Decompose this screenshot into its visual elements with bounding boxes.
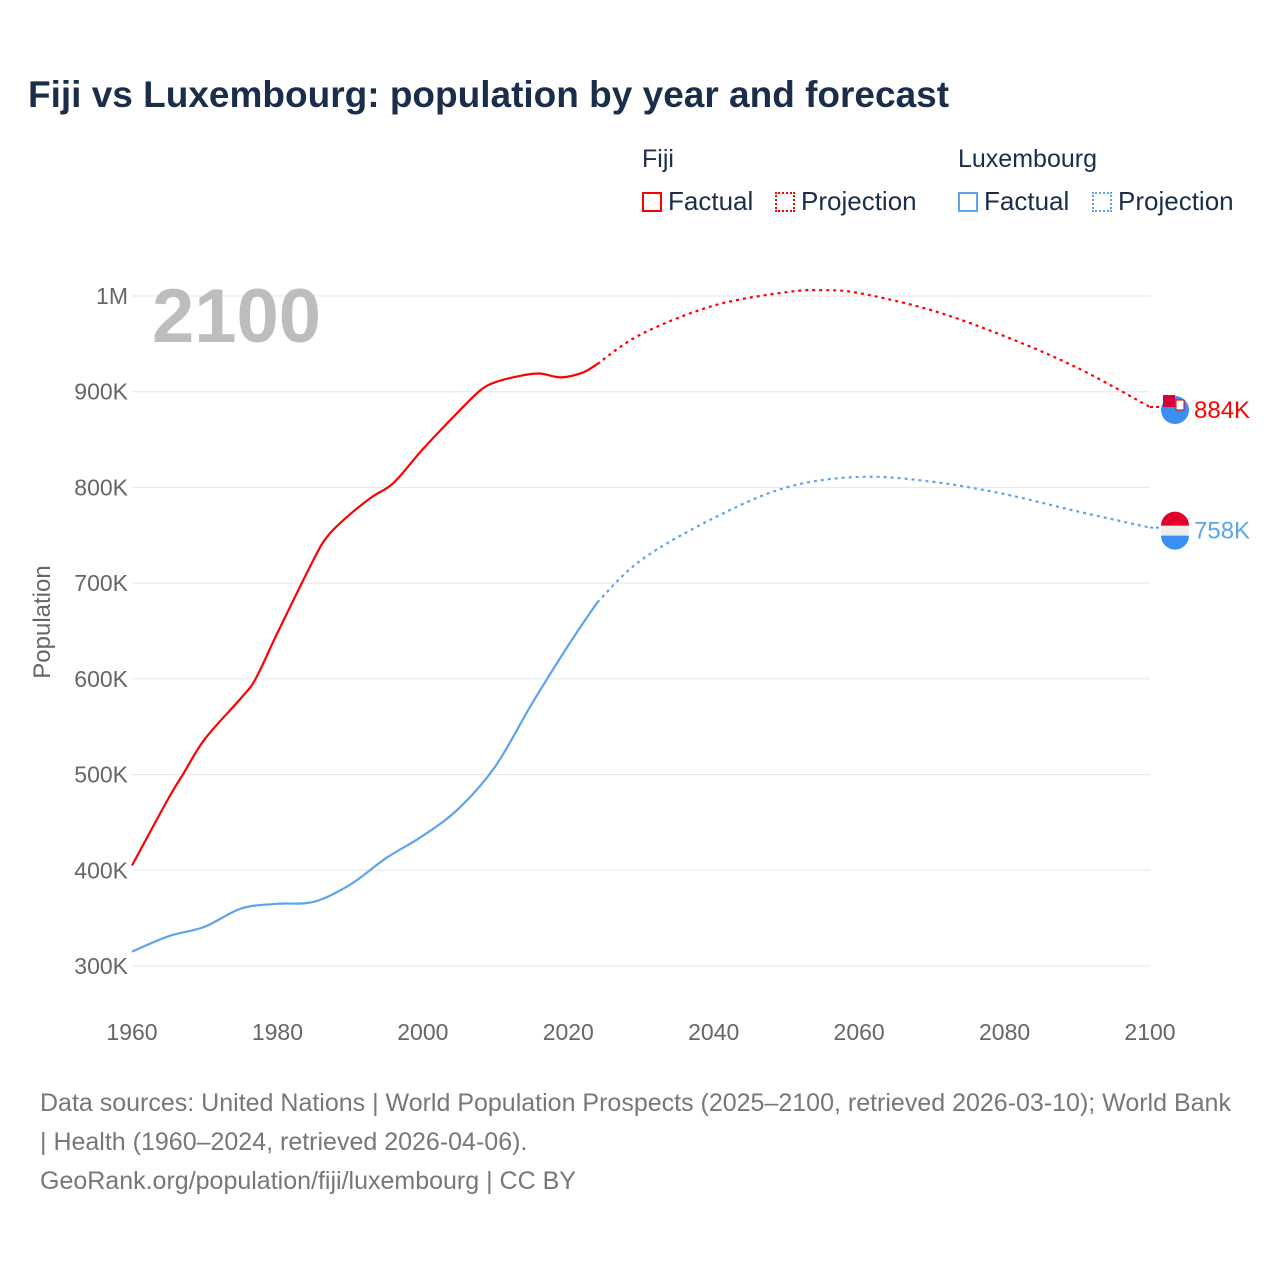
x-tick-label: 2100: [1124, 1019, 1175, 1045]
luxembourg-flag-blue: [1161, 535, 1189, 550]
y-tick-label: 700K: [74, 570, 128, 596]
legend-swatch: [958, 191, 978, 212]
x-tick-label: 2080: [979, 1019, 1030, 1045]
plot-area: 300K 400K 500K 600K 700K 800K 900K 1M 1960 1980 20…: [29, 274, 1250, 1045]
y-tick-label: 500K: [74, 762, 128, 788]
luxembourg-factual-line: [131, 601, 599, 953]
legend-fiji-projection[interactable]: Projection: [775, 186, 917, 217]
legend-label: Projection: [801, 186, 917, 216]
y-tick-label: 600K: [74, 666, 128, 692]
legend-luxembourg-projection[interactable]: Projection: [1092, 186, 1234, 217]
x-tick-label: 2020: [543, 1019, 594, 1045]
chart-title: Fiji vs Luxembourg: population by year a…: [28, 74, 950, 115]
y-tick-label: 300K: [74, 953, 128, 979]
legend-swatch: [775, 191, 795, 212]
end-value-label: 758K: [1194, 518, 1250, 545]
legend-label: Factual: [668, 186, 754, 216]
legend-label: Projection: [1118, 186, 1234, 216]
x-tick-label: 1980: [252, 1019, 303, 1045]
y-tick-label: 800K: [74, 474, 128, 500]
legend-label: Factual: [984, 186, 1070, 216]
legend-group-fiji: Fiji: [642, 145, 674, 173]
fiji-flag-shield: [1175, 399, 1185, 411]
legend-group-luxembourg: Luxembourg: [958, 145, 1097, 173]
end-value-label: 884K: [1194, 397, 1250, 424]
x-tick-label: 2040: [688, 1019, 739, 1045]
fiji-factual-line: [131, 363, 598, 867]
y-tick-label: 1M: [96, 283, 128, 309]
x-tick-label: 2000: [397, 1019, 448, 1045]
footer-link[interactable]: GeoRank.org/population/fiji/luxembourg |…: [40, 1167, 576, 1195]
y-tick-label: 900K: [74, 379, 128, 405]
legend-swatch: [1092, 191, 1112, 212]
y-axis-title: Population: [29, 565, 56, 678]
luxembourg-flag-red: [1161, 511, 1189, 526]
y-tick-label: 400K: [74, 857, 128, 883]
x-tick-label: 2060: [834, 1019, 885, 1045]
current-year-label: 2100: [152, 274, 321, 359]
x-tick-label: 1960: [106, 1019, 157, 1045]
legend-fiji-factual[interactable]: Factual: [642, 186, 753, 217]
fiji-projection-line: [596, 289, 1151, 408]
legend-swatch: [642, 191, 662, 212]
fiji-flag-canton: [1163, 395, 1175, 408]
footer-sources: Data sources: United Nations | World Pop…: [40, 1089, 1231, 1156]
legend-luxembourg-factual[interactable]: Factual: [958, 186, 1069, 217]
